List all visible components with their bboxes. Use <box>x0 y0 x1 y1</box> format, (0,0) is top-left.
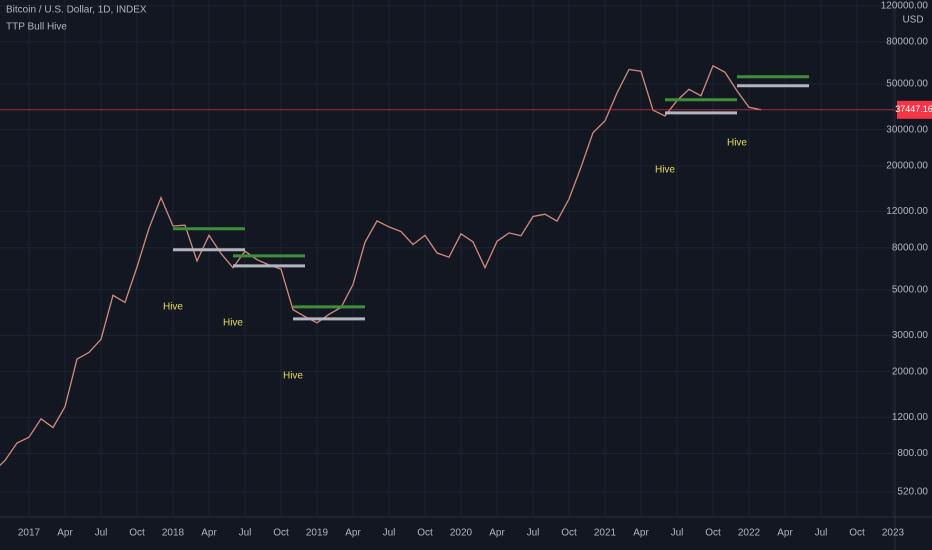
indicator-name: TTP Bull Hive <box>6 22 67 33</box>
x-tick-label: Oct <box>273 528 289 539</box>
x-tick-label: Apr <box>777 528 793 539</box>
x-tick-label: Apr <box>345 528 361 539</box>
y-tick-label: 12000.00 <box>886 206 928 217</box>
last-price-label: 37447.16 <box>895 104 932 114</box>
y-tick-label: 80000.00 <box>886 37 928 48</box>
price-line <box>0 64 762 467</box>
x-tick-label: Apr <box>633 528 649 539</box>
y-tick-label: 120000.00 <box>881 0 929 11</box>
x-tick-label: Apr <box>489 528 505 539</box>
x-tick-label: 2020 <box>450 528 473 539</box>
y-tick-label: 5000.00 <box>892 284 929 295</box>
x-tick-label: 2017 <box>18 528 41 539</box>
x-tick-label: Jul <box>239 528 252 539</box>
x-tick-label: Jul <box>671 528 684 539</box>
x-tick-label: Jul <box>527 528 540 539</box>
x-tick-label: Oct <box>849 528 865 539</box>
x-tick-label: Jul <box>815 528 828 539</box>
y-tick-label: 20000.00 <box>886 161 928 172</box>
x-tick-label: Jul <box>383 528 396 539</box>
x-tick-label: 2023 <box>882 528 905 539</box>
x-tick-label: 2021 <box>594 528 617 539</box>
y-unit: USD <box>902 15 923 26</box>
x-tick-label: Oct <box>705 528 721 539</box>
hive-label: Hive <box>163 301 183 312</box>
axes: 120000.00 80000.00 50000.00 30000.00 20000.0… <box>18 0 932 539</box>
y-tick-label: 30000.00 <box>886 124 928 135</box>
chart-title: Bitcoin / U.S. Dollar, 1D, INDEX <box>6 5 147 16</box>
hive-label: Hive <box>727 137 747 148</box>
x-tick-label: 2018 <box>162 528 185 539</box>
x-tick-label: 2019 <box>306 528 329 539</box>
y-tick-label: 520.00 <box>897 487 928 498</box>
x-tick-label: Apr <box>57 528 73 539</box>
grid <box>0 0 895 517</box>
y-tick-label: 50000.00 <box>886 79 928 90</box>
y-tick-label: 3000.00 <box>892 330 929 341</box>
y-tick-label: 2000.00 <box>892 366 929 377</box>
x-tick-label: Jul <box>95 528 108 539</box>
x-tick-label: Oct <box>417 528 433 539</box>
x-tick-label: Oct <box>561 528 577 539</box>
plot-area: Hive Hive Hive Hive Hive <box>0 64 895 467</box>
x-tick-label: Oct <box>129 528 145 539</box>
x-tick-label: 2022 <box>738 528 761 539</box>
y-tick-label: 800.00 <box>897 448 928 459</box>
y-tick-label: 8000.00 <box>892 242 929 253</box>
y-tick-label: 1200.00 <box>892 412 929 423</box>
hive-label: Hive <box>223 318 243 329</box>
hive-label: Hive <box>283 370 303 381</box>
hive-label: Hive <box>655 164 675 175</box>
last-price-box <box>897 100 932 119</box>
x-tick-label: Apr <box>201 528 217 539</box>
